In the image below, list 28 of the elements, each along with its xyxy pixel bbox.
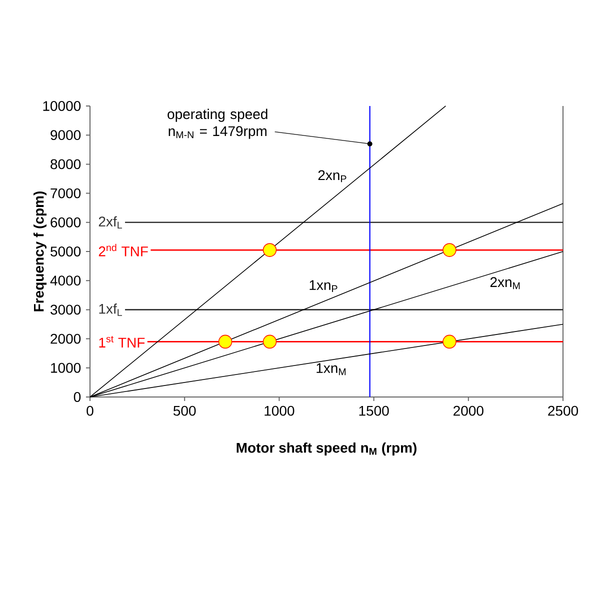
y-tick-label: 7000 bbox=[50, 188, 81, 198]
x-tick-label: 0 bbox=[86, 406, 94, 416]
y-tick-label: 2000 bbox=[50, 334, 81, 344]
y-tick-label: 0 bbox=[74, 392, 81, 402]
annotation: operating speed n$_{M-N}$ = 1479rpm bbox=[168, 108, 268, 139]
series-label: 1xn$_{P}$ bbox=[310, 280, 338, 292]
y-tick-label: 8000 bbox=[50, 159, 81, 170]
y-tick-label: 9000 bbox=[50, 130, 81, 140]
y-tick-label: 4000 bbox=[50, 276, 81, 286]
x-axis-title: Motor shaft speed n$_{M}$ (rpm) bbox=[236, 442, 416, 456]
x-tick-label: 500 bbox=[173, 406, 196, 416]
y-tick-label: 5000 bbox=[50, 246, 81, 256]
ref-line-label: 2xf$_{L}$ bbox=[98, 216, 122, 229]
x-tick-label: 1000 bbox=[264, 406, 294, 416]
x-tick-label: 1500 bbox=[359, 406, 389, 416]
y-tick-label: 1000 bbox=[51, 362, 81, 373]
ref-line-label: 2$^{nd}$ TNF bbox=[98, 244, 148, 256]
x-tick-label: 2500 bbox=[548, 406, 578, 416]
x-tick-label: 2000 bbox=[454, 406, 484, 416]
ref-line-label: 1$^{st}$ TNF bbox=[99, 336, 145, 348]
y-tick-label: 3000 bbox=[50, 304, 81, 315]
y-tick-label: 6000 bbox=[50, 217, 81, 228]
ref-line-label: 1xf$_{L}$ bbox=[99, 304, 122, 316]
y-axis-title: Frequency f (cpm) bbox=[33, 192, 47, 312]
series-label: 2xn$_{M}$ bbox=[490, 277, 520, 290]
series-label: 1xn$_{M}$ bbox=[316, 363, 346, 376]
series-label: 2xn$_{P}$ bbox=[318, 170, 346, 182]
y-tick-label: 10000 bbox=[43, 101, 81, 111]
